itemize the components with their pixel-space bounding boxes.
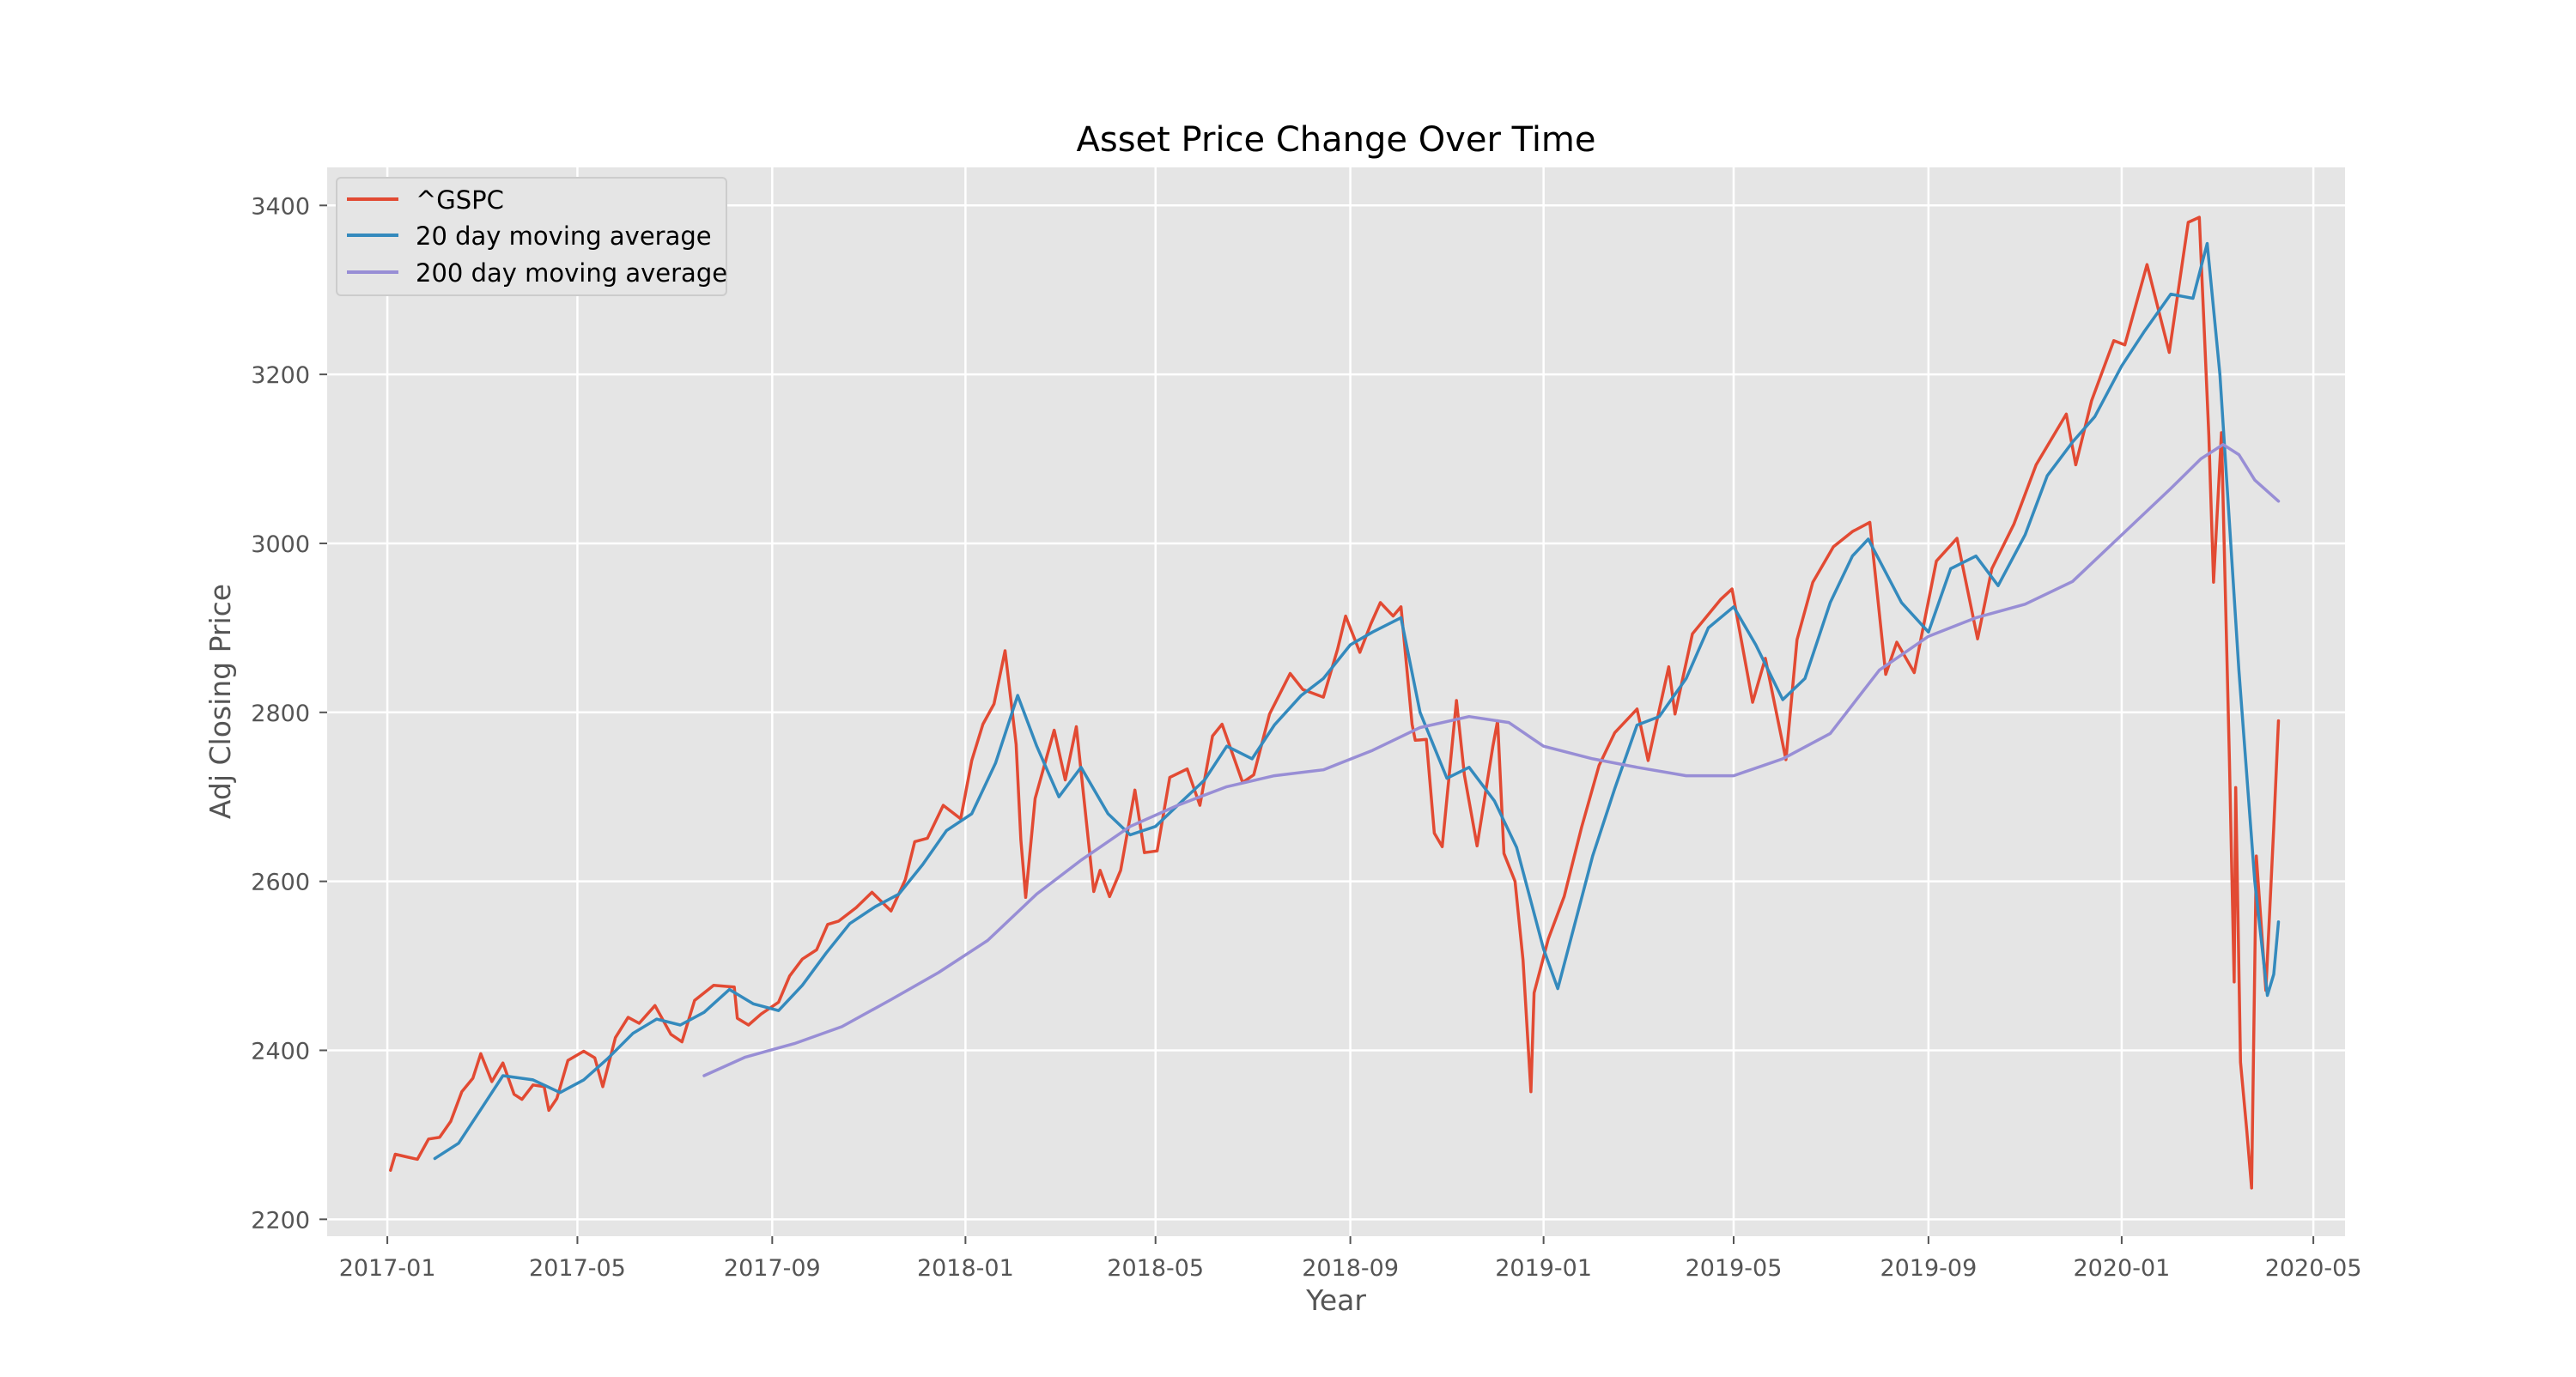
plot-area: [327, 167, 2345, 1236]
x-tick-label: 2018-09: [1302, 1255, 1399, 1282]
legend-label-ma200: 200 day moving average: [416, 258, 727, 288]
y-tick-label: 3200: [251, 362, 310, 389]
x-axis-ticks: 2017-01 2017-05 2017-09 2018-01 2018-05 2018-…: [339, 1236, 2362, 1282]
x-tick-label: 2020-01: [2074, 1255, 2171, 1282]
x-tick-label: 2019-09: [1880, 1255, 1977, 1282]
y-tick-label: 2200: [251, 1207, 310, 1234]
legend-label-ma20: 20 day moving average: [416, 221, 712, 251]
x-axis-label: Year: [1305, 1283, 1366, 1317]
x-tick-label: 2019-05: [1686, 1255, 1783, 1282]
series-200-day-ma-line: [702, 443, 2281, 1077]
y-axis-label: Adj Closing Price: [204, 584, 237, 819]
series-gspc-line: [389, 215, 2281, 1190]
y-tick-label: 3000: [251, 531, 310, 558]
chart-title: Asset Price Change Over Time: [1076, 120, 1595, 160]
y-axis-ticks: 2200 2400 2600 2800 3000 3200 3400: [251, 193, 327, 1234]
x-tick-label: 2017-01: [339, 1255, 436, 1282]
series-20-day-ma-line: [433, 241, 2281, 1161]
y-tick-label: 2800: [251, 701, 310, 727]
x-tick-label: 2020-05: [2265, 1255, 2362, 1282]
y-tick-label: 2600: [251, 870, 310, 896]
y-tick-label: 3400: [251, 193, 310, 220]
x-tick-label: 2017-05: [529, 1255, 626, 1282]
y-tick-label: 2400: [251, 1038, 310, 1065]
x-tick-label: 2018-01: [917, 1255, 1014, 1282]
legend: ^GSPC 20 day moving average 200 day movi…: [336, 177, 727, 296]
series-lines: [389, 215, 2281, 1190]
x-tick-label: 2019-01: [1495, 1255, 1592, 1282]
x-tick-label: 2018-05: [1107, 1255, 1204, 1282]
grid-lines: [327, 167, 2345, 1236]
legend-label-gspc: ^GSPC: [416, 185, 504, 215]
x-tick-label: 2017-09: [724, 1255, 821, 1282]
legend-box: [336, 177, 727, 296]
